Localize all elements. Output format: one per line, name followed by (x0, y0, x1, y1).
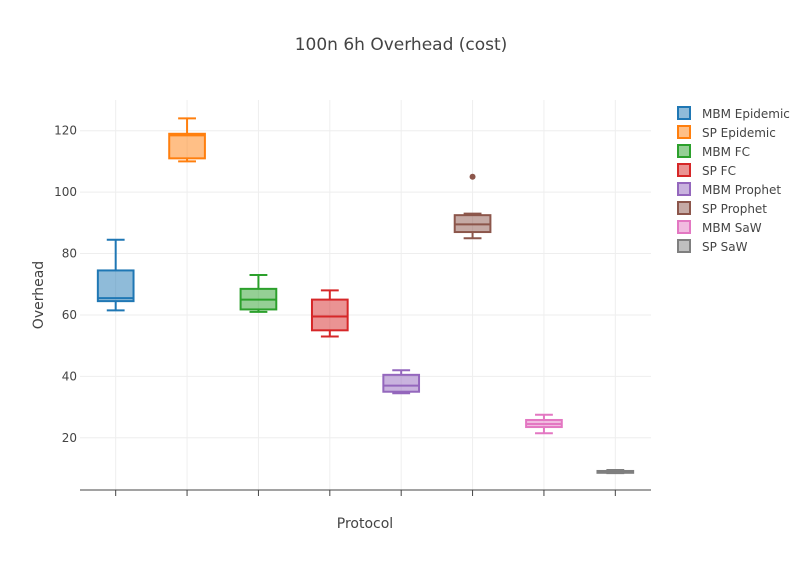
y-axis-label: Overhead (31, 261, 47, 329)
box-sp-epidemic (168, 117, 206, 163)
legend-item[interactable]: SP Prophet (677, 201, 767, 216)
legend-item[interactable]: SP Epidemic (677, 125, 776, 140)
legend[interactable]: MBM Epidemic SP Epidemic MBM FC SP FC MBM Pr… (677, 106, 790, 254)
legend-swatch (677, 144, 691, 158)
legend-swatch (677, 182, 691, 196)
legend-item[interactable]: MBM Prophet (677, 182, 781, 197)
box-sp-fc (310, 289, 349, 338)
legend-label: MBM Epidemic (702, 107, 790, 121)
box-mbm-saw (525, 413, 563, 435)
y-tick-label: 120 (54, 124, 77, 138)
box-sp-prophet (453, 173, 492, 240)
iqr-box (168, 132, 206, 160)
legend-swatch (677, 201, 691, 215)
box-mbm-prophet (382, 369, 421, 395)
y-tick-label: 100 (54, 185, 77, 199)
legend-label: MBM SaW (702, 221, 762, 235)
y-tick-label: 80 (62, 247, 77, 261)
box-sp-saw (596, 469, 635, 475)
legend-item[interactable]: MBM SaW (677, 220, 762, 235)
legend-swatch (677, 163, 691, 177)
legend-swatch (677, 220, 691, 234)
box-mbm-epidemic (96, 238, 135, 312)
legend-item[interactable]: MBM Epidemic (677, 106, 790, 121)
legend-item[interactable]: MBM FC (677, 144, 750, 159)
x-axis-label: Protocol (337, 516, 393, 532)
box-mbm-fc (239, 274, 278, 313)
chart-title: 100n 6h Overhead (cost) (295, 35, 508, 55)
legend-item[interactable]: SP FC (677, 163, 736, 178)
y-tick-label: 60 (62, 308, 77, 322)
legend-label: MBM FC (702, 145, 750, 159)
legend-swatch (677, 125, 691, 139)
iqr-box (96, 269, 135, 303)
outlier-point (469, 173, 476, 180)
legend-label: SP FC (702, 164, 736, 178)
legend-swatch (677, 106, 691, 120)
legend-label: SP SaW (702, 240, 748, 254)
legend-label: SP Epidemic (702, 126, 776, 140)
legend-label: SP Prophet (702, 202, 767, 216)
legend-item[interactable]: SP SaW (677, 239, 748, 254)
iqr-box (310, 298, 349, 332)
y-tick-label: 40 (62, 369, 77, 383)
legend-label: MBM Prophet (702, 183, 781, 197)
y-axis: 20 40 60 80 100 120 (54, 124, 616, 496)
y-tick-label: 20 (62, 431, 77, 445)
plot-area (96, 117, 635, 475)
legend-swatch (677, 239, 691, 253)
grid (80, 100, 651, 490)
iqr-box (382, 373, 421, 393)
